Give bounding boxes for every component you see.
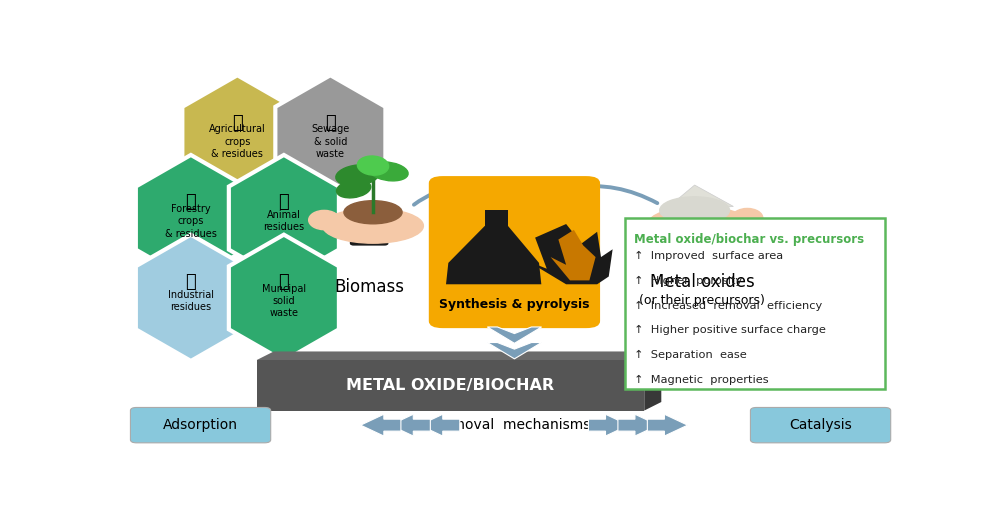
Text: Metal oxide/biochar vs. precursors: Metal oxide/biochar vs. precursors xyxy=(634,233,864,246)
Text: (or their precursors): (or their precursors) xyxy=(639,294,765,307)
Text: ↑  Magnetic  properties: ↑ Magnetic properties xyxy=(634,375,769,385)
Polygon shape xyxy=(136,155,246,281)
Ellipse shape xyxy=(336,165,379,186)
Polygon shape xyxy=(420,414,460,436)
Polygon shape xyxy=(446,226,541,284)
Polygon shape xyxy=(257,351,661,360)
Text: Industrial
residues: Industrial residues xyxy=(168,290,214,312)
Polygon shape xyxy=(618,414,658,436)
Text: Animal
residues: Animal residues xyxy=(263,210,304,232)
Polygon shape xyxy=(647,414,688,436)
Polygon shape xyxy=(485,211,508,226)
Polygon shape xyxy=(136,235,246,361)
Polygon shape xyxy=(527,224,613,284)
FancyBboxPatch shape xyxy=(750,408,891,443)
FancyBboxPatch shape xyxy=(351,220,388,245)
Text: Catalysis: Catalysis xyxy=(789,418,852,432)
Text: Forestry
crops
& residues: Forestry crops & residues xyxy=(165,204,217,239)
Ellipse shape xyxy=(336,180,371,198)
Text: ↑  Higher  porosity: ↑ Higher porosity xyxy=(634,276,742,286)
Text: Muncipal
solid
waste: Muncipal solid waste xyxy=(262,283,306,318)
FancyBboxPatch shape xyxy=(684,219,721,243)
Polygon shape xyxy=(361,414,401,436)
Ellipse shape xyxy=(369,162,408,181)
Ellipse shape xyxy=(732,209,763,228)
Text: Sewage
& solid
waste: Sewage & solid waste xyxy=(311,124,350,159)
Text: METAL OXIDE/BIOCHAR: METAL OXIDE/BIOCHAR xyxy=(346,378,555,393)
FancyBboxPatch shape xyxy=(130,408,271,443)
FancyBboxPatch shape xyxy=(625,218,885,389)
Polygon shape xyxy=(229,235,339,361)
Polygon shape xyxy=(275,75,385,201)
Text: Metal oxides: Metal oxides xyxy=(650,273,755,290)
Ellipse shape xyxy=(660,197,730,224)
Text: 🌳: 🌳 xyxy=(186,193,196,211)
Text: ↑  Higher positive surface charge: ↑ Higher positive surface charge xyxy=(634,325,826,335)
Text: 🏭: 🏭 xyxy=(186,273,196,291)
Polygon shape xyxy=(487,342,542,359)
Text: ↑  Increased  removal  efficiency: ↑ Increased removal efficiency xyxy=(634,300,822,311)
Text: Removal  mechanisms: Removal mechanisms xyxy=(434,418,591,432)
Polygon shape xyxy=(182,75,292,201)
Polygon shape xyxy=(390,414,430,436)
Ellipse shape xyxy=(648,207,749,241)
Polygon shape xyxy=(644,351,661,411)
Text: Synthesis & pyrolysis: Synthesis & pyrolysis xyxy=(439,298,590,311)
FancyBboxPatch shape xyxy=(257,360,644,411)
Polygon shape xyxy=(660,185,733,214)
Ellipse shape xyxy=(309,211,340,230)
Polygon shape xyxy=(551,230,596,280)
Text: Agricultural
crops
& residues: Agricultural crops & residues xyxy=(209,124,266,159)
Ellipse shape xyxy=(344,200,402,224)
Text: ↑  Improved  surface area: ↑ Improved surface area xyxy=(634,251,783,261)
FancyBboxPatch shape xyxy=(429,176,600,328)
Text: 🪣: 🪣 xyxy=(325,114,336,132)
Text: 🐄: 🐄 xyxy=(278,193,289,211)
Polygon shape xyxy=(487,327,542,343)
Text: 🗑: 🗑 xyxy=(278,273,289,291)
Polygon shape xyxy=(588,414,629,436)
Text: Adsorption: Adsorption xyxy=(163,418,238,432)
Ellipse shape xyxy=(357,156,389,175)
Polygon shape xyxy=(229,155,339,281)
Text: ↑  Separation  ease: ↑ Separation ease xyxy=(634,350,747,360)
Ellipse shape xyxy=(323,209,423,243)
Text: Biomass: Biomass xyxy=(334,278,404,296)
Text: 🚜: 🚜 xyxy=(232,114,243,132)
